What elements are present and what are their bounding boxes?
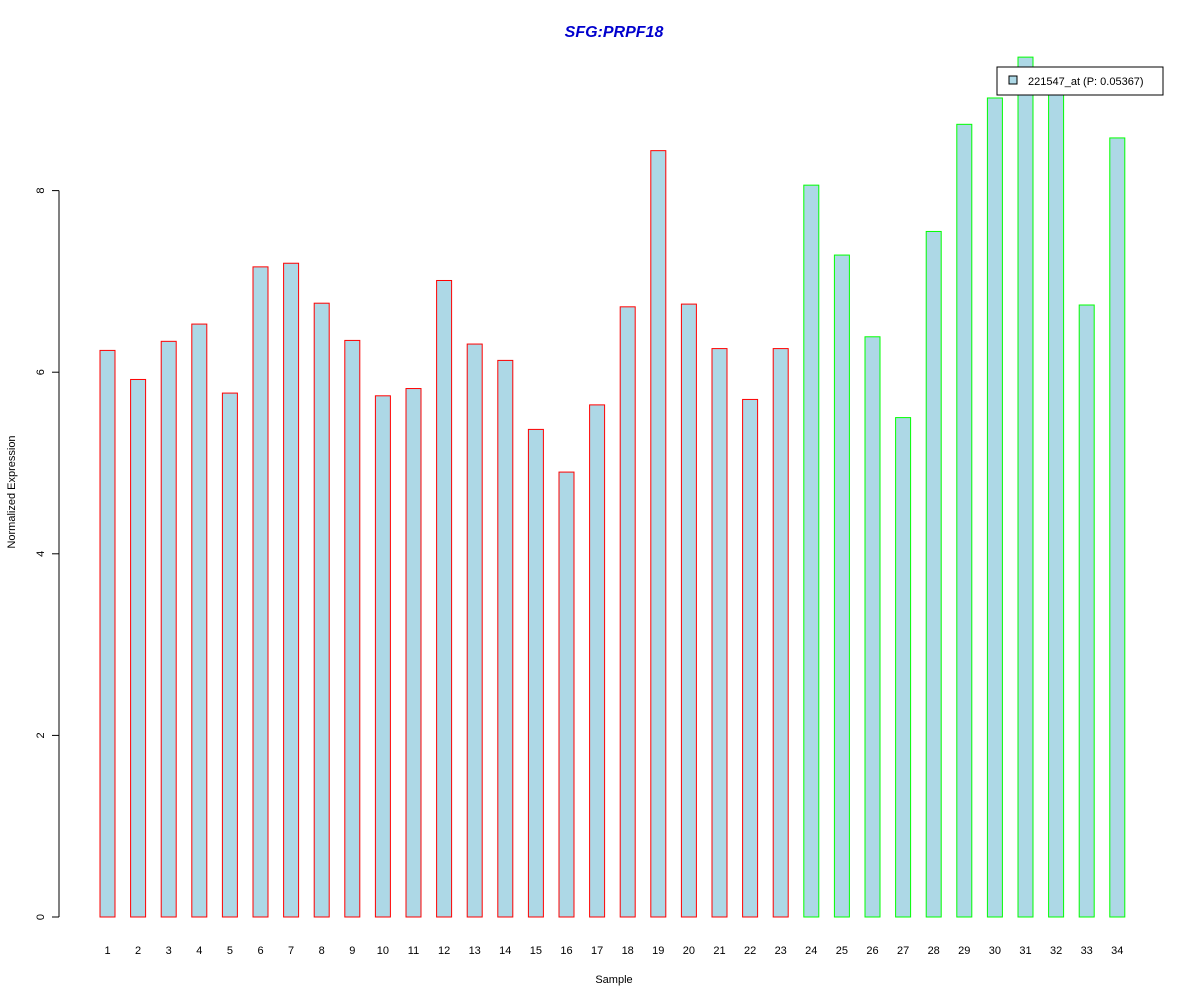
chart-title: SFG:PRPF18 xyxy=(565,24,664,41)
x-tick-label: 26 xyxy=(866,945,878,957)
x-tick-label: 14 xyxy=(499,945,511,957)
bar xyxy=(956,123,973,918)
x-tick-label: 8 xyxy=(319,945,325,957)
bar xyxy=(1078,304,1095,918)
bar xyxy=(895,417,912,918)
bar xyxy=(344,339,361,918)
bars xyxy=(99,56,1126,918)
x-tick-label: 13 xyxy=(469,945,481,957)
bar xyxy=(99,349,116,918)
bar xyxy=(497,359,514,918)
bar xyxy=(283,262,300,918)
legend-label: 221547_at (P: 0.05367) xyxy=(1028,76,1144,88)
bar xyxy=(1017,56,1034,918)
bar xyxy=(619,306,636,918)
bar xyxy=(374,395,391,918)
x-tick-label: 10 xyxy=(377,945,389,957)
x-tick-label: 17 xyxy=(591,945,603,957)
x-tick-label: 30 xyxy=(989,945,1001,957)
x-tick-label: 18 xyxy=(622,945,634,957)
x-tick-label: 33 xyxy=(1081,945,1093,957)
x-tick-label: 31 xyxy=(1019,945,1031,957)
bar xyxy=(160,340,177,918)
bar xyxy=(466,343,483,918)
bar xyxy=(1109,137,1126,918)
x-tick-label: 15 xyxy=(530,945,542,957)
x-tick-label: 25 xyxy=(836,945,848,957)
x-tick-label: 2 xyxy=(135,945,141,957)
bar xyxy=(711,348,728,918)
x-tick-label: 12 xyxy=(438,945,450,957)
x-tick-label: 16 xyxy=(560,945,572,957)
x-tick-labels: 1 2 3 4 5 6 7 8 9 10 11 12 13 14 15 16 17 18 19 20 21 22 23 24 2… xyxy=(104,945,1123,957)
x-axis-label: Sample xyxy=(595,974,632,986)
bar xyxy=(221,392,238,918)
bar xyxy=(130,378,147,918)
bar xyxy=(436,279,453,918)
y-tick-label: 6 xyxy=(35,369,47,375)
bar xyxy=(405,388,422,918)
bar xyxy=(833,254,850,918)
bar xyxy=(589,404,606,918)
x-tick-label: 19 xyxy=(652,945,664,957)
y-tick-label: 8 xyxy=(35,188,47,194)
bar xyxy=(864,336,881,918)
x-tick-label: 22 xyxy=(744,945,756,957)
bar xyxy=(680,303,697,918)
x-tick-label: 32 xyxy=(1050,945,1062,957)
x-tick-label: 3 xyxy=(166,945,172,957)
legend-box xyxy=(996,66,1164,96)
bar xyxy=(650,150,667,918)
legend-swatch xyxy=(1008,75,1018,85)
x-tick-label: 6 xyxy=(257,945,263,957)
x-tick-label: 34 xyxy=(1111,945,1123,957)
x-tick-label: 4 xyxy=(196,945,202,957)
bar xyxy=(803,184,820,918)
y-axis-label: Normalized Expression xyxy=(6,435,18,548)
y-tick-label: 4 xyxy=(35,551,47,557)
x-tick-label: 23 xyxy=(775,945,787,957)
bar xyxy=(925,230,942,918)
x-tick-label: 5 xyxy=(227,945,233,957)
bar xyxy=(986,97,1003,918)
bar xyxy=(742,398,759,918)
y-axis: 0 2 4 6 8 xyxy=(35,188,60,920)
x-tick-label: 29 xyxy=(958,945,970,957)
x-tick-label: 21 xyxy=(713,945,725,957)
x-tick-label: 24 xyxy=(805,945,817,957)
bar xyxy=(527,428,544,918)
bar xyxy=(313,302,330,918)
legend: 221547_at (P: 0.05367) xyxy=(996,66,1164,96)
bar xyxy=(191,323,208,918)
x-tick-label: 11 xyxy=(408,945,419,957)
y-tick-label: 0 xyxy=(35,914,47,920)
x-tick-label: 9 xyxy=(349,945,355,957)
bar xyxy=(772,348,789,918)
x-tick-label: 27 xyxy=(897,945,909,957)
bar xyxy=(558,471,575,918)
bar xyxy=(252,266,269,918)
bar xyxy=(1048,90,1065,918)
y-tick-label: 2 xyxy=(35,732,47,738)
x-tick-label: 7 xyxy=(288,945,294,957)
x-tick-label: 1 xyxy=(104,945,110,957)
x-tick-label: 20 xyxy=(683,945,695,957)
x-tick-label: 28 xyxy=(928,945,940,957)
